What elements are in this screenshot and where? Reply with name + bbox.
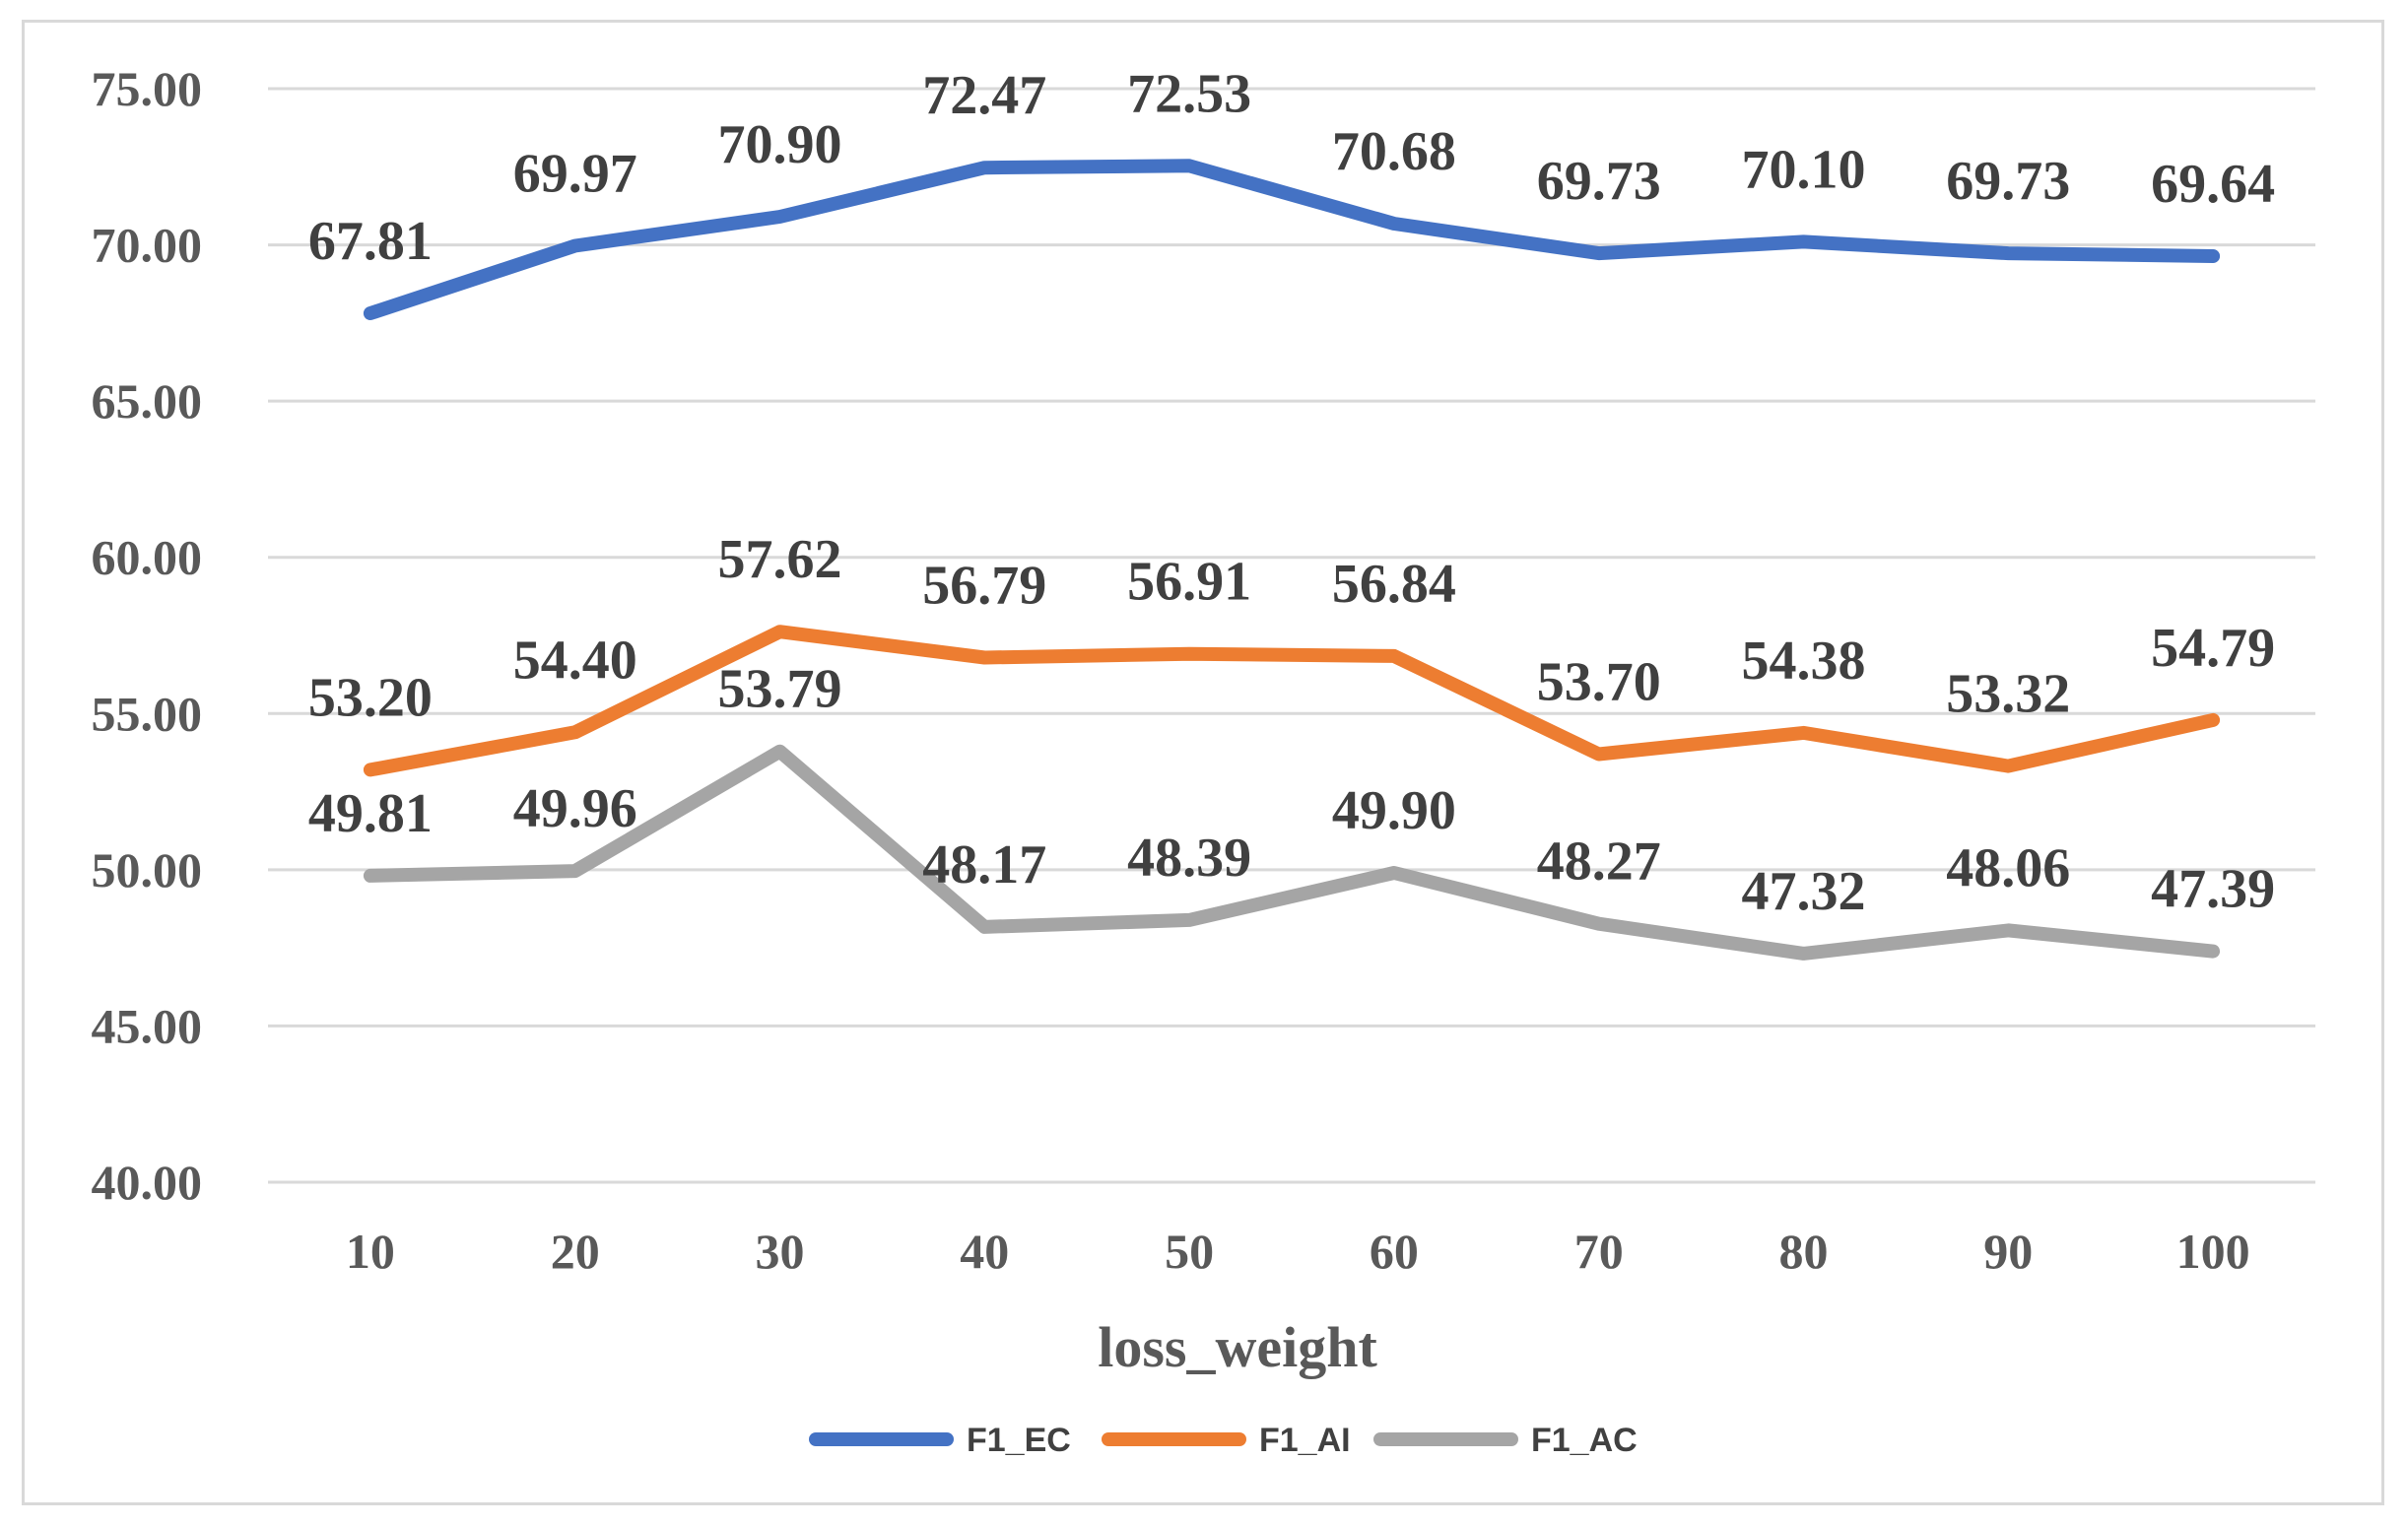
data-label: 70.90 (718, 114, 842, 175)
x-tick-label: 60 (1370, 1224, 1419, 1279)
y-tick-label: 65.00 (92, 373, 203, 429)
series-line-f1-ac (363, 744, 2221, 961)
y-tick-label: 70.00 (92, 218, 203, 273)
series-line-f1-ai (363, 625, 2221, 777)
x-tick-label: 80 (1779, 1224, 1829, 1279)
data-label: 49.90 (1332, 780, 1456, 841)
y-axis-ticks: 40.00 45.00 50.00 55.00 60.00 65.00 70.00 75.00 (92, 61, 203, 1210)
legend-label: F1_AI (1259, 1422, 1351, 1459)
data-label: 48.27 (1537, 831, 1661, 893)
data-labels: 67.81 69.97 70.90 72.47 72.53 70.68 69.73 70.10… (308, 63, 2275, 922)
data-label: 48.39 (1127, 828, 1251, 889)
y-tick-label: 55.00 (92, 686, 203, 741)
legend[interactable]: F1_EC F1_AI F1_AC (809, 1422, 1638, 1459)
data-label: 53.70 (1537, 652, 1661, 713)
data-label: 70.68 (1332, 121, 1456, 182)
x-tick-label: 10 (346, 1224, 395, 1279)
data-label: 53.20 (308, 667, 433, 728)
y-tick-label: 40.00 (92, 1155, 203, 1210)
data-label: 69.97 (513, 144, 637, 205)
x-tick-label: 90 (1983, 1224, 2033, 1279)
series-lines (363, 159, 2221, 961)
data-label: 48.06 (1946, 837, 2070, 898)
legend-label: F1_EC (967, 1422, 1071, 1459)
data-label: 69.73 (1537, 151, 1661, 212)
data-label: 56.79 (922, 556, 1046, 617)
data-label: 47.32 (1742, 861, 1866, 922)
data-label: 67.81 (308, 211, 433, 272)
data-label: 69.73 (1946, 151, 2070, 212)
data-label: 57.62 (718, 529, 842, 590)
data-label: 72.53 (1127, 63, 1251, 124)
data-label: 49.81 (308, 783, 433, 844)
data-label: 54.38 (1742, 631, 1866, 692)
x-tick-label: 30 (756, 1224, 805, 1279)
x-axis-ticks: 10 20 30 40 50 60 70 80 90 100 (346, 1224, 2250, 1279)
y-tick-label: 45.00 (92, 998, 203, 1053)
y-tick-label: 50.00 (92, 842, 203, 897)
data-label: 56.91 (1127, 552, 1251, 613)
data-label: 54.40 (513, 630, 637, 691)
data-label: 56.84 (1332, 554, 1456, 615)
data-label: 70.10 (1742, 139, 1866, 200)
data-label: 72.47 (922, 65, 1046, 126)
data-label: 54.79 (2151, 618, 2275, 679)
data-label: 48.17 (922, 834, 1046, 896)
legend-label: F1_AC (1531, 1422, 1638, 1459)
x-tick-label: 70 (1574, 1224, 1624, 1279)
data-label: 49.96 (513, 778, 637, 839)
x-tick-label: 50 (1165, 1224, 1214, 1279)
x-axis-title: loss_weight (1098, 1315, 1377, 1379)
x-tick-label: 100 (2176, 1224, 2250, 1279)
data-label: 69.64 (2151, 154, 2275, 215)
data-label: 53.79 (718, 659, 842, 720)
y-tick-label: 75.00 (92, 61, 203, 116)
y-tick-label: 60.00 (92, 530, 203, 585)
data-label: 53.32 (1946, 664, 2070, 725)
x-tick-label: 40 (960, 1224, 1009, 1279)
x-tick-label: 20 (551, 1224, 600, 1279)
series-line-f1-ec (363, 159, 2221, 320)
data-label: 47.39 (2151, 859, 2275, 920)
